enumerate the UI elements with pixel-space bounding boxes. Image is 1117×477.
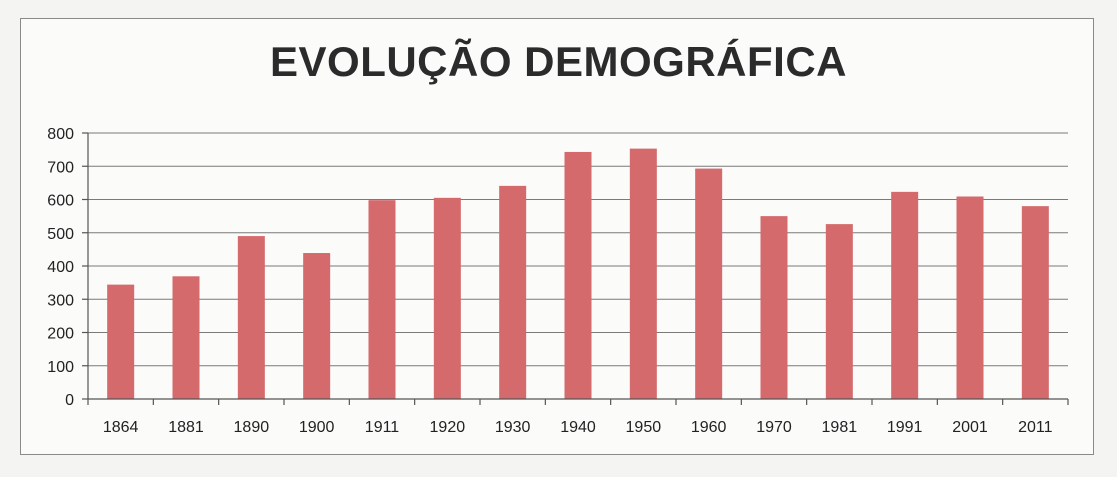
x-tick-label-1881: 1881 [168, 419, 204, 436]
chart-title: EVOLUÇÃO DEMOGRÁFICA [270, 38, 847, 85]
y-tick-label-400: 400 [47, 259, 74, 276]
bar-1864 [107, 284, 135, 399]
bar-1970 [760, 216, 788, 399]
x-tick-label-1911: 1911 [365, 419, 400, 436]
x-tick-label-1930: 1930 [495, 419, 531, 436]
x-tick-label-2001: 2001 [952, 419, 988, 436]
x-tick-label-1991: 1991 [887, 419, 923, 436]
y-tick-label-0: 0 [65, 392, 74, 409]
x-tick-labels: 1864 1881 1890 1900 1911 1920 1930 1940 1950 1960… [103, 419, 1053, 436]
bar-2011 [1021, 206, 1049, 399]
x-tick-label-1864: 1864 [103, 419, 139, 436]
bar-layer [107, 148, 1049, 399]
bar-1890 [237, 236, 265, 399]
bar-1991 [891, 191, 919, 399]
y-tick-labels: 0 100 200 300 400 500 600 700 800 [47, 126, 74, 409]
x-tick-label-1890: 1890 [234, 419, 270, 436]
y-tick-label-500: 500 [47, 226, 74, 243]
y-tick-label-700: 700 [47, 159, 74, 176]
bar-1920 [433, 197, 461, 399]
x-tick-label-1970: 1970 [756, 419, 792, 436]
x-tick-label-1981: 1981 [822, 419, 858, 436]
bar-2001 [956, 196, 984, 399]
bar-1960 [695, 168, 723, 399]
bar-1950 [629, 148, 657, 399]
y-tick-label-800: 800 [47, 126, 74, 143]
x-tick-label-1960: 1960 [691, 419, 727, 436]
y-tick-label-600: 600 [47, 193, 74, 210]
x-tick-label-1900: 1900 [299, 419, 335, 436]
y-tick-label-200: 200 [47, 326, 74, 343]
bar-1930 [499, 185, 527, 399]
bar-1911 [368, 200, 396, 399]
y-tick-label-100: 100 [47, 359, 74, 376]
x-tick-label-2011: 2011 [1018, 419, 1053, 436]
y-tick-label-300: 300 [47, 292, 74, 309]
x-tick-label-1920: 1920 [430, 419, 466, 436]
axis-layer [87, 133, 1069, 405]
bar-1981 [825, 224, 853, 399]
bar-1881 [172, 276, 200, 399]
x-tick-label-1950: 1950 [626, 419, 662, 436]
bar-1940 [564, 151, 592, 399]
bar-1900 [303, 253, 331, 399]
x-tick-label-1940: 1940 [560, 419, 596, 436]
